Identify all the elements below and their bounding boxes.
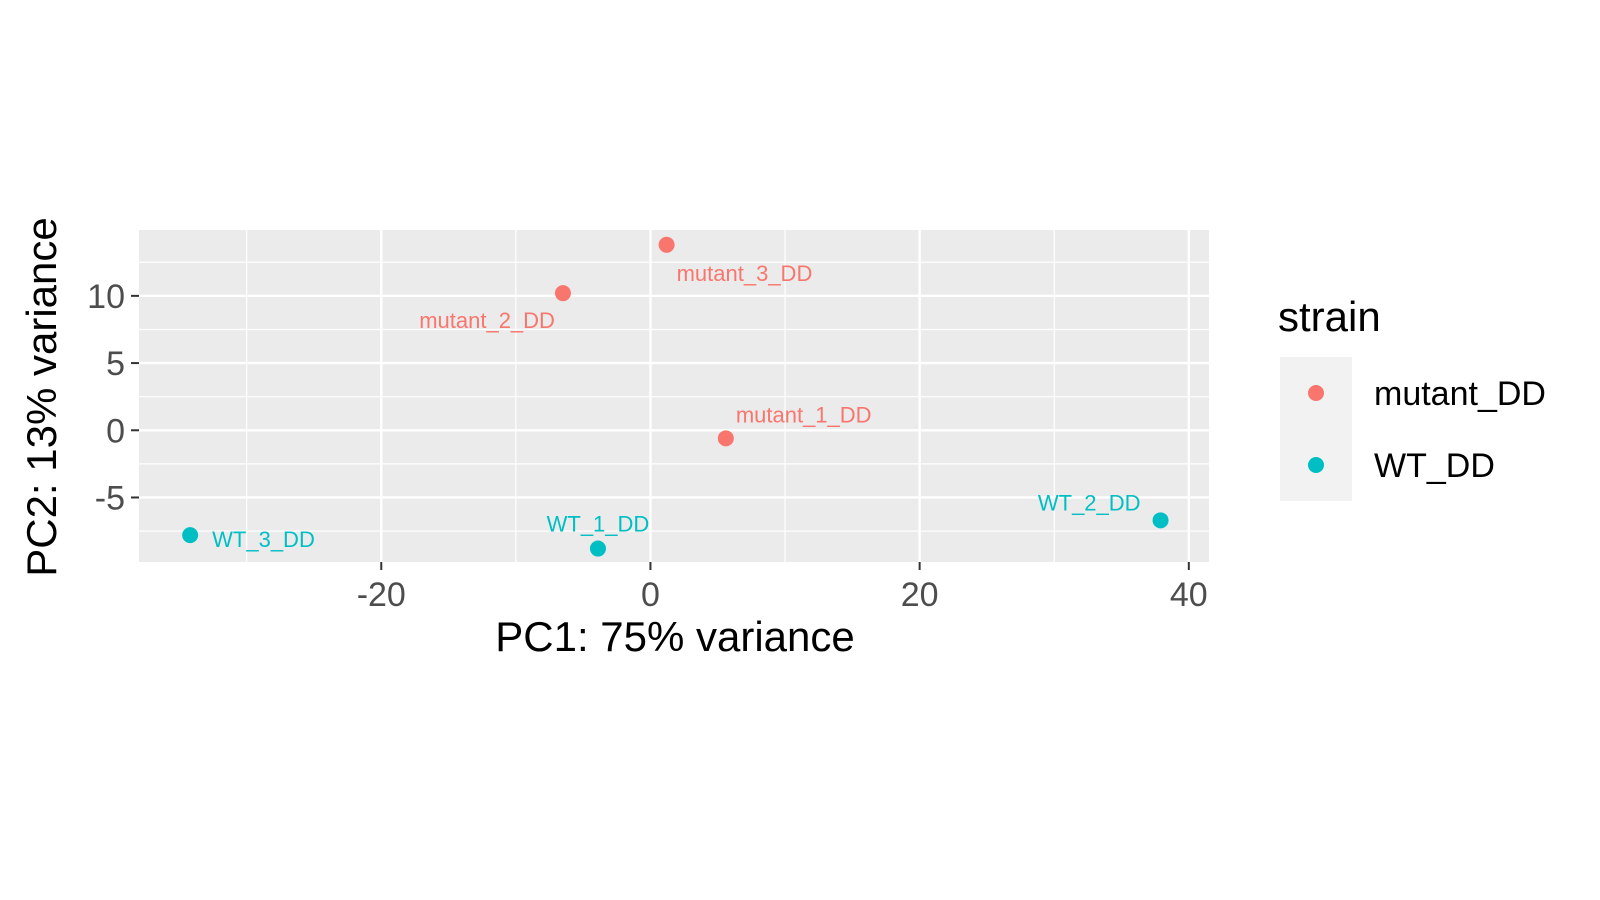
y-tick-label: 0: [106, 412, 125, 450]
point-label: mutant_2_DD: [419, 308, 555, 333]
points-layer: mutant_1_DD mutant_2_DD mutant_3_DD WT_1_DD…: [182, 236, 1169, 557]
legend-title: strain: [1278, 293, 1381, 340]
point-label: mutant_1_DD: [736, 402, 872, 427]
x-tick-label: 20: [901, 576, 939, 614]
data-point: [554, 285, 571, 302]
x-tick-label: 40: [1170, 576, 1208, 614]
point-label: WT_1_DD: [547, 512, 650, 537]
x-axis-title: PC1: 75% variance: [495, 613, 855, 660]
panel-background: [139, 230, 1209, 562]
data-point: [658, 236, 675, 253]
legend: strain mutant_DD WT_DD: [1278, 293, 1546, 501]
legend-label: mutant_DD: [1374, 375, 1546, 413]
data-point: [1152, 512, 1169, 529]
x-tick-label: -20: [357, 576, 406, 614]
plot-panel: [139, 230, 1209, 562]
point-label: WT_2_DD: [1038, 490, 1141, 515]
legend-symbol: [1308, 385, 1324, 401]
data-point: [589, 540, 606, 557]
y-tick-label: 5: [106, 345, 125, 383]
point-label: mutant_3_DD: [677, 261, 813, 286]
y-tick-label: 10: [87, 278, 125, 316]
y-axis-title: PC2: 13% variance: [18, 217, 65, 577]
axes-layer: -20 0 20 40 -5 0 5 10: [87, 278, 1208, 614]
point-label: WT_3_DD: [212, 527, 315, 552]
data-point: [182, 527, 199, 544]
y-tick-label: -5: [95, 479, 125, 517]
data-point: [717, 430, 734, 447]
legend-symbol: [1308, 457, 1324, 473]
x-tick-label: 0: [641, 576, 660, 614]
legend-label: WT_DD: [1374, 447, 1495, 485]
